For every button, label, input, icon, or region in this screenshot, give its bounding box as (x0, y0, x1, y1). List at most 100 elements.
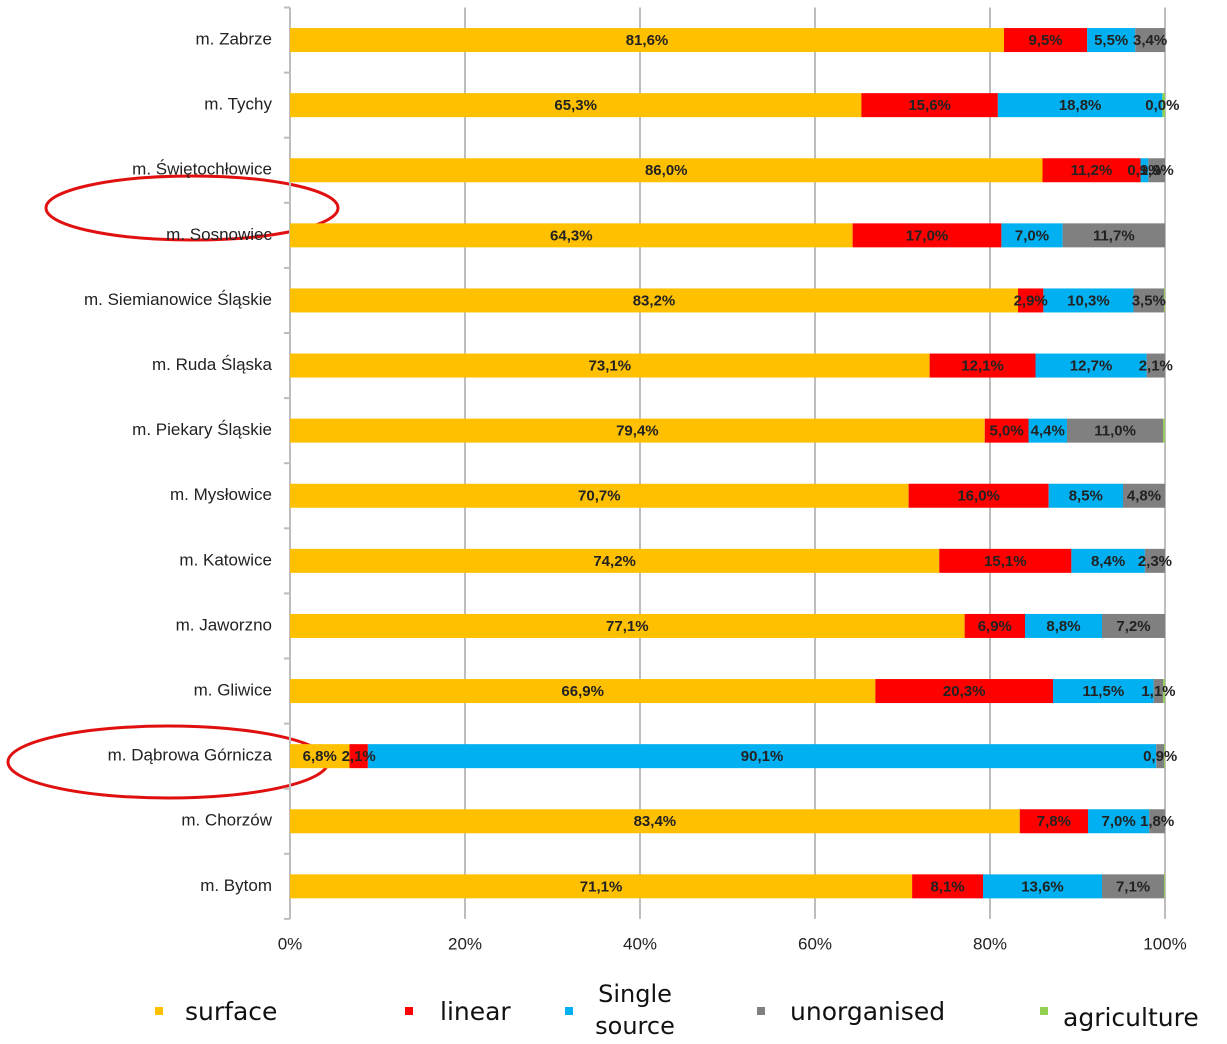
bar-segment (852, 223, 1002, 248)
value-label: 2,1% (342, 748, 376, 765)
bar-segment (290, 744, 350, 769)
bar-segment (290, 28, 1004, 53)
value-label: 2,9% (1014, 292, 1048, 309)
value-label: 4,4% (1031, 423, 1065, 440)
y-tick-label: m. Tychy (204, 95, 272, 114)
value-label: 81,6% (626, 32, 669, 49)
value-label: 79,4% (616, 423, 659, 440)
value-label: 1,8% (1140, 813, 1174, 830)
legend-swatch (155, 1007, 163, 1015)
legend-swatch (757, 1007, 765, 1015)
bar-segment (912, 874, 983, 899)
value-label: 0,0% (1145, 97, 1179, 114)
bar-segment (929, 353, 1036, 378)
bar-segment (1153, 679, 1164, 704)
bar-segment (1042, 158, 1141, 183)
value-label: 15,6% (908, 97, 951, 114)
value-label: 74,2% (593, 553, 636, 570)
value-label: 5,5% (1094, 32, 1128, 49)
legend-swatch (565, 1007, 573, 1015)
legend-swatch (405, 1007, 413, 1015)
x-tick-label: 60% (798, 934, 832, 953)
value-label: 18,8% (1059, 97, 1102, 114)
y-tick-label: m. Świętochłowice (132, 160, 272, 179)
bar-segment (983, 874, 1102, 899)
value-label: 13,6% (1021, 878, 1064, 895)
bar-segment (290, 483, 909, 508)
bar-segment (984, 418, 1029, 443)
value-label: 11,7% (1093, 227, 1135, 244)
bar-segment (1102, 613, 1165, 638)
value-label: 7,8% (1037, 813, 1071, 830)
legend-label: unorganised (790, 997, 946, 1026)
value-label: 2,1% (1139, 358, 1173, 375)
bar-segment (861, 93, 998, 118)
bar-segment (1164, 288, 1165, 313)
value-label: 11,5% (1082, 683, 1124, 700)
bar-segment (290, 353, 930, 378)
value-label: 8,8% (1046, 618, 1080, 635)
bar-segment (1164, 874, 1165, 899)
bar-segment (367, 744, 1157, 769)
bar-segment (875, 679, 1053, 704)
bar-segment (1053, 679, 1154, 704)
bar-segment (1062, 223, 1165, 248)
bar-segment (1133, 288, 1165, 313)
bar-segment (1067, 418, 1164, 443)
bar-segment (290, 809, 1020, 834)
bar-segment (997, 93, 1163, 118)
bar-segment (1156, 744, 1165, 769)
bar-segment (1163, 679, 1165, 704)
bar-segment (1123, 483, 1165, 508)
bar-segment (290, 874, 913, 899)
value-label: 10,3% (1067, 292, 1110, 309)
bar-segment (908, 483, 1049, 508)
bar-segment (1144, 548, 1165, 573)
y-tick-label: m. Jaworzno (176, 615, 272, 634)
value-label: 86,0% (645, 162, 688, 179)
legend-label: Single source (595, 980, 675, 1040)
value-label: 3,4% (1133, 32, 1167, 49)
value-label: 12,1% (961, 358, 1004, 375)
value-label: 1,9% (1140, 162, 1174, 179)
x-tick-label: 100% (1143, 934, 1186, 953)
value-label: 15,1% (984, 553, 1027, 570)
bar-segment (290, 548, 940, 573)
value-label: 71,1% (580, 878, 623, 895)
y-tick-label: m. Siemianowice Śląskie (84, 290, 272, 309)
bar-segment (290, 93, 862, 118)
value-label: 11,0% (1094, 423, 1136, 440)
x-tick-label: 40% (623, 934, 657, 953)
value-label: 3,5% (1132, 292, 1166, 309)
y-tick-label: m. Piekary Śląskie (132, 420, 272, 439)
x-tick-label: 80% (973, 934, 1007, 953)
grid (289, 7, 1166, 919)
y-tick-label: m. Sosnowiec (166, 225, 272, 244)
value-label: 8,4% (1091, 553, 1125, 570)
bar-segment (290, 418, 985, 443)
bar-segment (1018, 288, 1044, 313)
bar-segment (290, 288, 1018, 313)
legend-label: surface (185, 997, 278, 1026)
value-label: 83,2% (633, 292, 676, 309)
y-tick-label: m. Chorzów (181, 811, 272, 830)
bar-segment (1071, 548, 1145, 573)
value-label: 83,4% (634, 813, 677, 830)
value-label: 12,7% (1070, 358, 1113, 375)
x-tick-label: 20% (448, 934, 482, 953)
bar-segment (1001, 223, 1063, 248)
bar-segment (290, 158, 1043, 183)
value-label: 0,9% (1127, 162, 1161, 179)
bar-segment (1019, 809, 1088, 834)
bar-segment (1028, 418, 1067, 443)
value-label: 6,8% (303, 748, 337, 765)
bar-segment (290, 223, 853, 248)
bar-segment (1140, 158, 1149, 183)
value-label: 73,1% (589, 358, 632, 375)
bar-segment (964, 613, 1025, 638)
bar-segment (290, 679, 876, 704)
value-label: 16,0% (957, 488, 1000, 505)
bar-segment (349, 744, 368, 769)
